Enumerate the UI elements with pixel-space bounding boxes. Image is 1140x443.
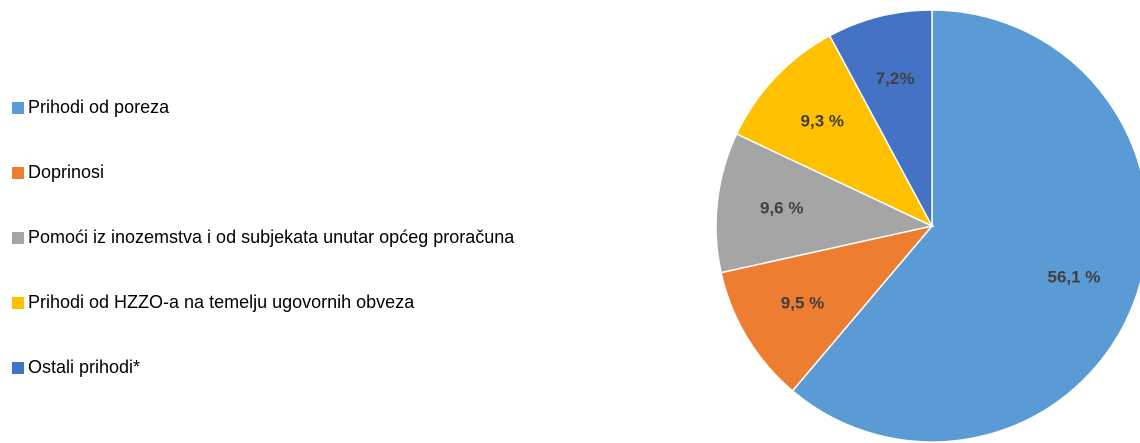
legend-label: Doprinosi — [28, 162, 104, 182]
pie-slice — [720, 224, 935, 392]
data-label: 7,2% — [876, 69, 915, 88]
legend-label: Prihodi od HZZO-a na temelju ugovornih o… — [28, 292, 415, 312]
legend-label: Prihodi od poreza — [28, 97, 170, 117]
legend-swatch — [12, 362, 24, 374]
data-label: 9,6 % — [760, 199, 803, 218]
data-label: 56,1 % — [1048, 267, 1101, 286]
pie-slice — [715, 132, 935, 274]
pie-slice — [791, 9, 1140, 443]
legend-swatch — [12, 232, 24, 244]
pie-slice — [828, 9, 933, 227]
legend-swatch — [12, 297, 24, 309]
legend-swatch — [12, 102, 24, 114]
data-label: 9,3 % — [801, 111, 844, 130]
pie-slice — [735, 34, 934, 228]
legend-label: Pomoći iz inozemstva i od subjekata unut… — [28, 227, 515, 247]
data-label: 9,5 % — [781, 294, 824, 313]
legend-label: Ostali prihodi* — [28, 357, 140, 377]
legend-swatch — [12, 167, 24, 179]
